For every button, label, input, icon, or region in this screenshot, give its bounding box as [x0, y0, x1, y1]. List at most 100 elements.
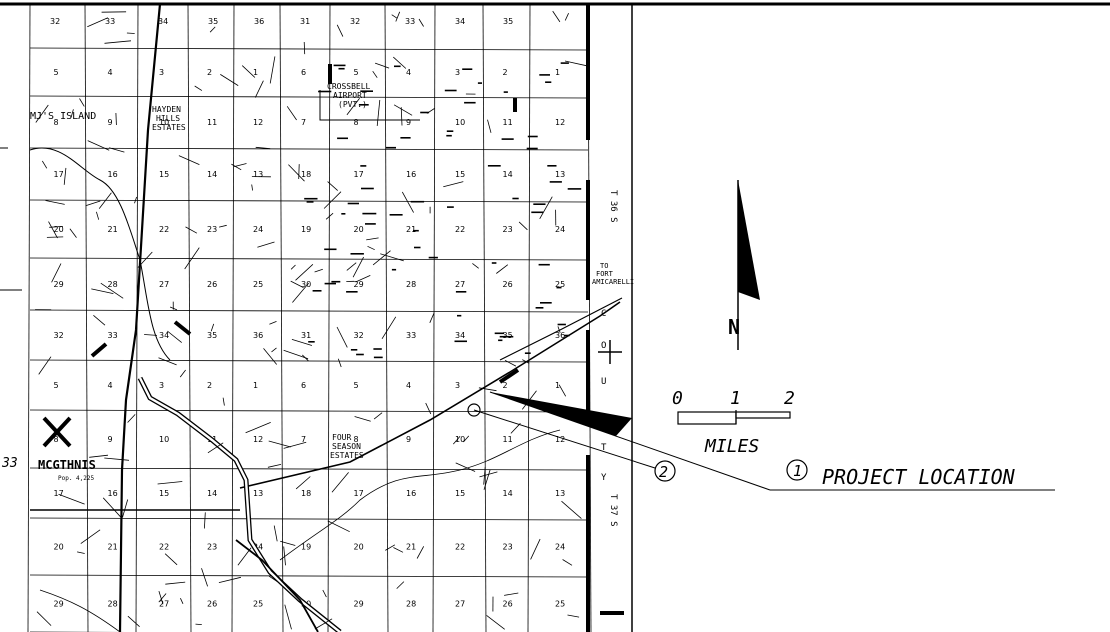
label-hayden-2: HILLS — [156, 114, 180, 123]
county-letter-c: C — [601, 309, 606, 319]
label-hayden-1: HAYDEN — [152, 105, 181, 114]
county-letter-y: Y — [601, 473, 607, 483]
section-number: 12 — [253, 435, 263, 444]
section-number: 28 — [406, 280, 416, 289]
section-number: 8 — [354, 435, 359, 444]
section-number: 22 — [159, 225, 169, 234]
section-number: 21 — [406, 225, 416, 234]
location-circle — [467, 403, 481, 417]
section-number: 13 — [253, 170, 263, 179]
section-number: 25 — [555, 280, 565, 289]
section-number: 4 — [406, 381, 411, 390]
section-number: 23 — [503, 543, 513, 552]
section-number: 23 — [207, 543, 217, 552]
label-four-3: ESTATES — [330, 451, 364, 460]
place-labels: MJ'S ISLAND HAYDEN HILLS ESTATES CROSSBE… — [1, 82, 634, 482]
section-number: 10 — [159, 118, 169, 127]
scale-label-0: 0 — [672, 388, 683, 409]
section-number: 2 — [207, 381, 212, 390]
section-number: 33 — [105, 17, 115, 26]
section-number: 1 — [555, 381, 560, 390]
section-number: 15 — [455, 170, 465, 179]
section-number: 9 — [406, 435, 411, 444]
section-number: 7 — [301, 435, 306, 444]
section-number: 23 — [207, 225, 217, 234]
railroad — [137, 376, 342, 632]
section-number: 14 — [207, 489, 217, 498]
section-number: 3 — [159, 68, 164, 77]
highway-north-south — [118, 3, 162, 632]
label-town-pop: Pop. 4,225 — [58, 475, 95, 482]
label-town-name: MCGTHNIS — [38, 458, 96, 472]
section-number: 34 — [455, 17, 465, 26]
section-number: 3 — [159, 381, 164, 390]
section-number: 20 — [54, 225, 64, 234]
label-t37s: T 37 S — [608, 494, 618, 527]
label-four-1: FOUR — [332, 433, 351, 442]
section-number: 35 — [503, 17, 513, 26]
section-number: 20 — [354, 225, 364, 234]
section-number: 26 — [207, 280, 217, 289]
county-letter-o: O — [601, 341, 606, 351]
section-number: 14 — [207, 170, 217, 179]
highways — [29, 3, 623, 632]
section-number: 29 — [354, 280, 364, 289]
section-number: 22 — [455, 225, 465, 234]
section-number: 1 — [555, 68, 560, 77]
township-labels: T 36 S T 37 S C O U N T Y — [598, 190, 622, 527]
section-number: 19 — [301, 543, 311, 552]
section-number: 4 — [406, 68, 411, 77]
leader-line-2 — [473, 409, 656, 469]
section-number: 32 — [54, 331, 64, 340]
label-crossbell-3: (PVT.) — [338, 100, 367, 109]
section-number: 2 — [503, 381, 508, 390]
scale-label-1: 1 — [730, 388, 741, 409]
section-number: 29 — [354, 600, 364, 609]
section-number: 1 — [253, 381, 258, 390]
road-se — [235, 539, 319, 632]
section-number: 12 — [253, 118, 263, 127]
section-number: 36 — [555, 331, 565, 340]
section-number: 31 — [301, 331, 311, 340]
section-number: 29 — [54, 280, 64, 289]
section-number: 12 — [555, 435, 565, 444]
label-crossbell-1: CROSSBELL — [327, 82, 371, 91]
marker-2: 2 — [654, 460, 676, 482]
section-number: 15 — [159, 489, 169, 498]
scale-bar: 0 1 2 MILES — [672, 388, 795, 457]
section-number: 16 — [108, 489, 118, 498]
section-number: 18 — [301, 170, 311, 179]
section-number: 21 — [108, 225, 118, 234]
section-number: 11 — [207, 118, 217, 127]
leader-line-1 — [489, 391, 771, 491]
section-number: 5 — [54, 68, 59, 77]
section-number: 21 — [108, 543, 118, 552]
project-arrow — [490, 392, 632, 436]
section-number: 9 — [406, 118, 411, 127]
section-number: 36 — [253, 331, 263, 340]
section-number: 27 — [159, 280, 169, 289]
section-number: 22 — [455, 543, 465, 552]
section-number: 9 — [108, 118, 113, 127]
section-number: 27 — [159, 600, 169, 609]
section-number: 12 — [555, 118, 565, 127]
section-number: 36 — [254, 17, 264, 26]
section-number: 10 — [455, 118, 465, 127]
airport-symbol-x — [42, 416, 72, 448]
section-number: 27 — [455, 600, 465, 609]
label-route-edge: 33 — [1, 456, 18, 471]
section-number: 22 — [159, 543, 169, 552]
section-number: 28 — [406, 600, 416, 609]
project-location-label: PROJECT LOCATION — [822, 465, 1016, 489]
section-number: 26 — [207, 600, 217, 609]
section-number: 9 — [108, 435, 113, 444]
section-number: 24 — [555, 543, 565, 552]
label-to-fort-2: FORT — [596, 270, 614, 278]
section-number: 30 — [301, 280, 311, 289]
marker-1: 1 — [786, 459, 808, 481]
section-number: 26 — [503, 600, 513, 609]
section-number: 17 — [354, 489, 364, 498]
section-number: 18 — [301, 489, 311, 498]
scale-unit: MILES — [704, 436, 759, 457]
north-arrow-fill — [738, 180, 760, 300]
